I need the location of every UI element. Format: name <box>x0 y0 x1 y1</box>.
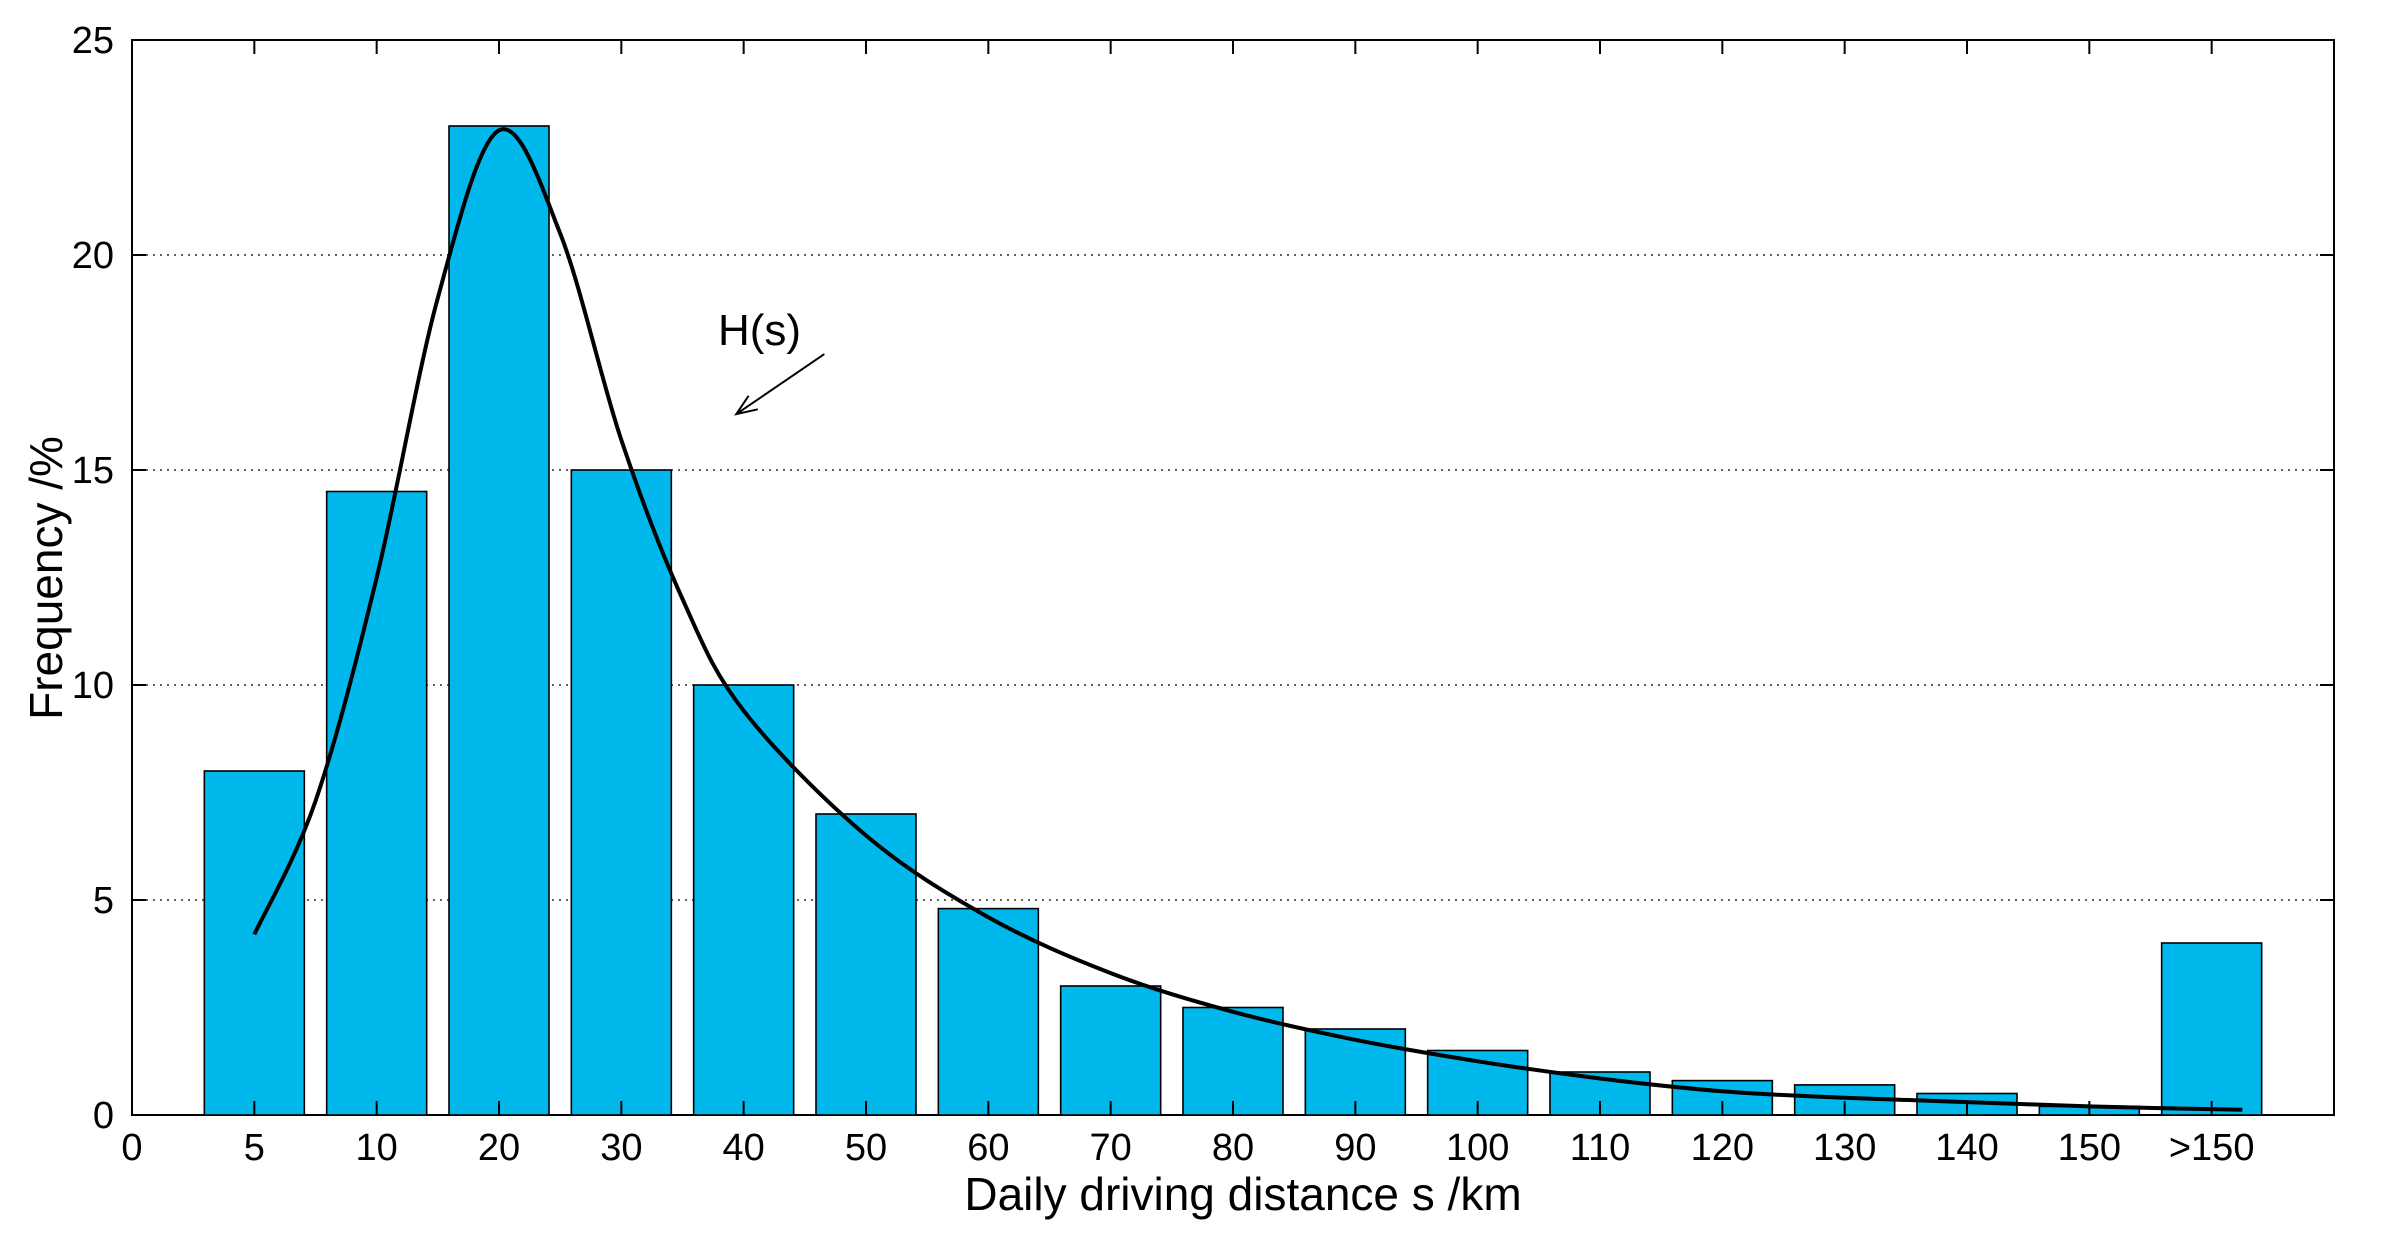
x-tick-label-100: 100 <box>1446 1127 1509 1169</box>
annotation-arrow-line <box>735 353 825 415</box>
y-axis-label: Frequency /% <box>20 436 72 720</box>
y-tick-label: 5 <box>93 880 114 922</box>
curve-annotation: H(s) <box>718 306 825 416</box>
x-tick-label-120: 120 <box>1691 1127 1754 1169</box>
bar-5 <box>203 770 306 1116</box>
bar-50 <box>815 813 917 1116</box>
x-tick-label-5: 5 <box>244 1127 265 1169</box>
h-curve-line <box>252 127 2243 1112</box>
x-tick-label-60: 60 <box>967 1127 1009 1169</box>
bar-90 <box>1304 1028 1407 1116</box>
x-tick-label-150: 150 <box>2058 1127 2121 1169</box>
x-tick-label-70: 70 <box>1090 1127 1132 1169</box>
bar-30 <box>570 469 673 1116</box>
x-tick-label-10: 10 <box>356 1127 398 1169</box>
h-curve-series <box>252 127 2243 1112</box>
bar-60 <box>937 907 1040 1116</box>
x-tick-label-40: 40 <box>723 1127 765 1169</box>
bar-20 <box>448 125 550 1116</box>
grid-lines <box>132 254 2334 901</box>
x-axis-label: Daily driving distance s /km <box>964 1168 1521 1220</box>
bar-70 <box>1059 985 1162 1116</box>
x-tick-label-20: 20 <box>478 1127 520 1169</box>
bar-gt150 <box>2160 942 2263 1116</box>
y-tick-label: 10 <box>72 665 114 707</box>
axis-ticks: 0 5 10 15 20 25 5 10 20 30 40 50 60 70 80 90 100 110 120 13… <box>72 20 2334 1169</box>
x-tick-label-140: 140 <box>1935 1127 1998 1169</box>
bar-80 <box>1182 1006 1284 1116</box>
x-tick-label-gt150: >150 <box>2169 1127 2255 1169</box>
x-tick-label-30: 30 <box>600 1127 642 1169</box>
x-tick-label-130: 130 <box>1813 1127 1876 1169</box>
bar-10 <box>325 490 428 1116</box>
y-tick-label: 15 <box>72 450 114 492</box>
x-tick-label-90: 90 <box>1334 1127 1376 1169</box>
curve-annotation-label: H(s) <box>718 306 801 355</box>
x-tick-label-110: 110 <box>1570 1127 1631 1169</box>
y-tick-label: 25 <box>72 20 114 62</box>
x-origin-label: 0 <box>121 1127 142 1169</box>
x-tick-label-50: 50 <box>845 1127 887 1169</box>
y-tick-label: 20 <box>72 235 114 277</box>
bar-40 <box>692 684 795 1116</box>
annotation-arrow-head <box>734 395 759 416</box>
x-tick-label-80: 80 <box>1212 1127 1254 1169</box>
y-tick-label: 0 <box>93 1095 114 1137</box>
